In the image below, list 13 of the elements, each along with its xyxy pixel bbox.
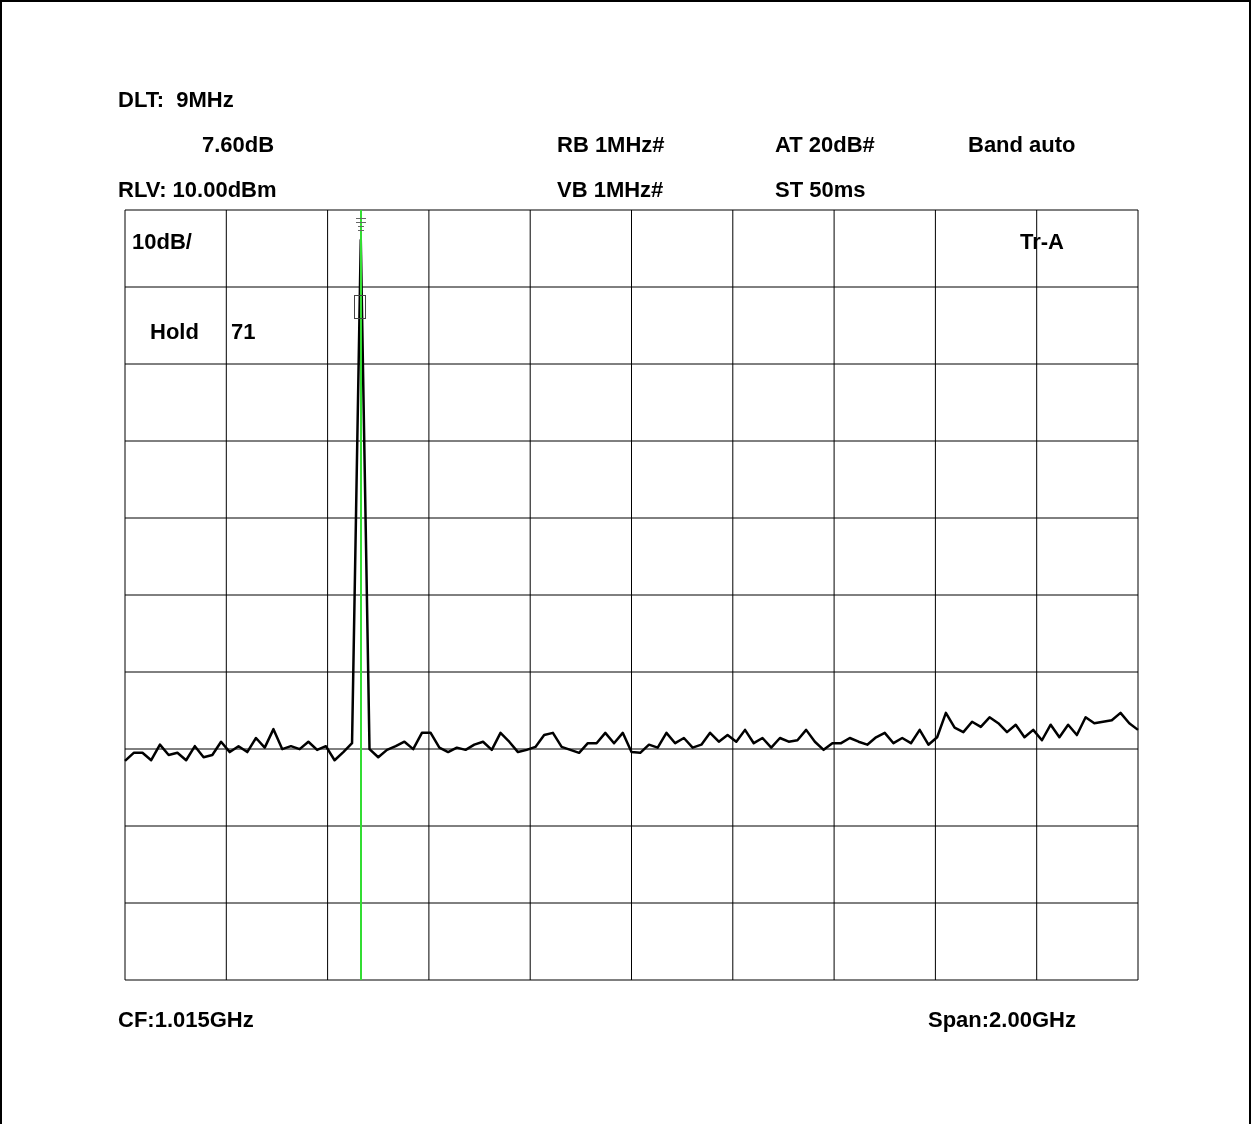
annotation: 71: [231, 319, 256, 344]
text: Span:2.00GHz: [928, 1007, 1076, 1032]
text: DLT: 9MHz: [118, 87, 234, 112]
text: RLV: 10.00dBm: [118, 177, 277, 202]
text: 7.60dB: [202, 132, 275, 157]
text: AT 20dB#: [775, 132, 875, 157]
text: CF:1.015GHz: [118, 1007, 254, 1032]
text: VB 1MHz#: [557, 177, 664, 202]
text: ST 50ms: [775, 177, 866, 202]
annotation: 10dB/: [132, 229, 192, 254]
text: RB 1MHz#: [557, 132, 665, 157]
text: Band auto: [968, 132, 1076, 157]
annotation: Hold: [150, 319, 199, 344]
